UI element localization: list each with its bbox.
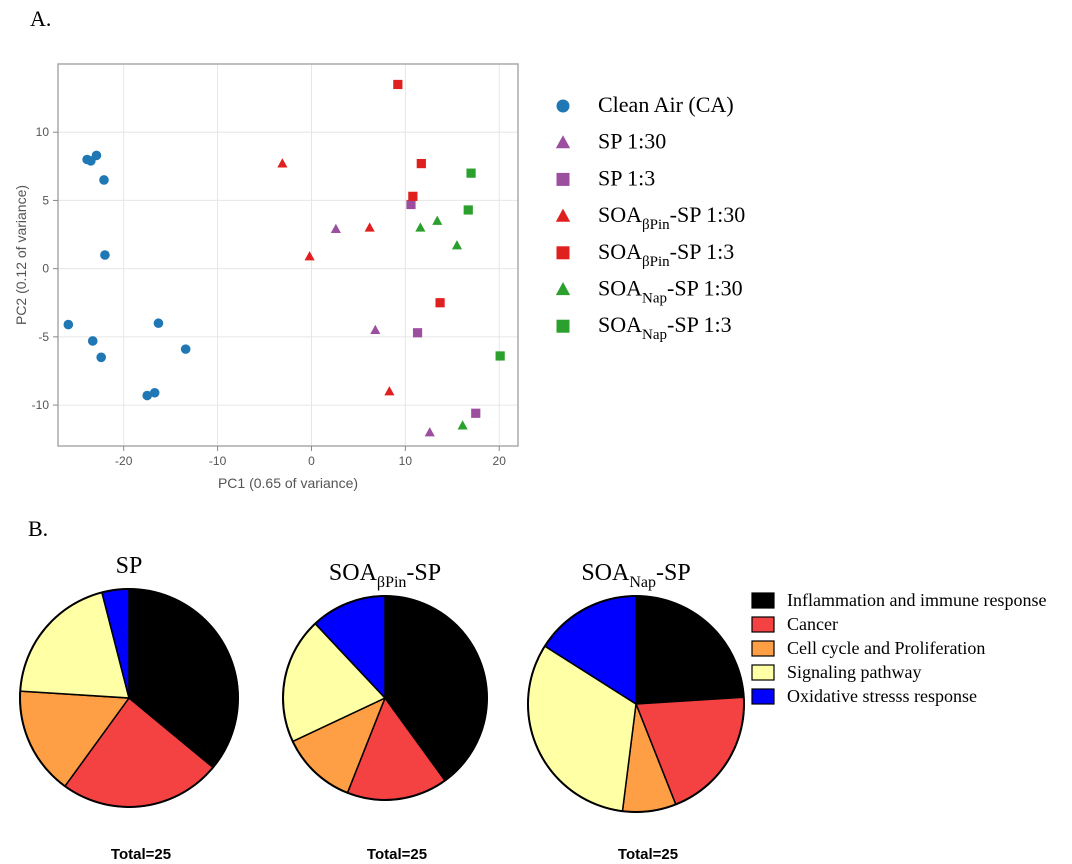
pie-legend-label: Cancer [787,614,838,634]
scatter-point [153,318,164,329]
series-5 [415,215,468,430]
scatter-point [91,150,102,161]
scatter-point [457,420,468,430]
legend-marker [555,282,571,296]
pie-outline [282,595,488,801]
legend-marker [556,99,570,113]
scatter-point [466,168,476,178]
scatter-point [277,158,288,168]
pie-legend-label: Oxidative stresss response [787,686,977,706]
panel-b-label: B. [28,516,49,541]
legend-label: SP 1:3 [598,165,655,190]
scatter-point [451,240,463,250]
scatter-point [99,175,109,185]
series-6 [463,168,505,361]
pie-outline [19,588,239,808]
legend-label: Clean Air (CA) [598,92,734,117]
legend-label: SOAβPin-SP 1:3 [598,239,734,270]
legend-marker [556,172,570,186]
pie-title: SP [116,553,143,579]
pie-chart-1 [282,595,488,801]
scatter-point [408,191,418,201]
pie-total-label: Total=25 [111,846,171,863]
pie-chart-0 [19,588,239,808]
legend-label: SOANap-SP 1:3 [598,312,732,343]
y-tick-label: -10 [32,398,50,412]
pie-legend-label: Inflammation and immune response [787,590,1046,610]
legend-label: SOANap-SP 1:30 [598,276,743,307]
legend-marker [555,135,571,149]
scatter-point [82,154,92,165]
scatter-point [415,222,426,232]
legend-label: SP 1:30 [598,129,666,154]
y-tick-label: -5 [38,330,49,344]
series-4 [393,79,445,308]
scatter-point [87,336,98,346]
scatter-point [384,386,395,396]
pie-chart-2 [527,595,745,813]
scatter-point [364,222,375,232]
series-2 [406,199,481,418]
pie-legend-swatch [751,640,775,657]
series-0 [63,150,191,401]
x-tick-label: -20 [115,454,133,468]
pie-title: SOAβPin-SP [329,560,441,591]
scatter-point [100,250,110,260]
pie-legend-swatch [751,688,775,705]
pie-legend-label: Cell cycle and Proliferation [787,638,985,658]
x-tick-label: 10 [399,454,413,468]
pie-legend-swatch [751,664,775,681]
legend-marker [556,246,570,260]
scatter-point [393,79,403,90]
pie-total-label: Total=25 [367,846,427,863]
scatter-point [463,205,473,215]
series-3 [277,158,395,396]
plot-area [58,64,518,446]
scatter-point [495,351,505,361]
y-axis-label: PC2 (0.12 of variance) [13,185,29,325]
scatter-point [330,223,341,234]
x-tick-label: 0 [308,454,315,468]
pie-legend-label: Signaling pathway [787,662,921,682]
scatter-point [149,387,160,398]
scatter-point [424,427,435,437]
plot-frame [57,63,519,447]
scatter-point [370,324,381,335]
x-tick-label: 20 [493,454,507,468]
legend-marker [556,319,570,333]
gridlines [58,64,518,446]
pie-slice [635,595,745,705]
x-tick-label: -10 [209,454,227,468]
scatter-point [435,298,445,308]
scatter-point [471,408,481,418]
pie-legend-swatch [751,616,775,633]
y-tick-label: 10 [36,125,50,139]
series-1 [330,223,435,437]
scatter-point [304,251,315,261]
scatter-point [412,328,423,338]
scatter-point [406,199,416,210]
scatter-point [180,344,191,354]
scatter-point [432,215,443,225]
scatter-point [142,390,152,401]
y-tick-label: 5 [42,193,49,207]
scatter-point [96,352,106,363]
scatter-point [63,319,74,330]
scatter-point [416,158,426,169]
panel-a-label: A. [30,6,52,31]
legend-marker [555,208,571,222]
legend-label: SOAβPin-SP 1:30 [598,202,745,233]
y-tick-label: 0 [42,262,49,276]
x-axis-label: PC1 (0.65 of variance) [218,475,358,491]
pie-legend-swatch [751,592,775,609]
pie-title: SOANap-SP [581,560,690,591]
pie-outline [527,595,745,813]
pie-total-label: Total=25 [618,846,678,863]
